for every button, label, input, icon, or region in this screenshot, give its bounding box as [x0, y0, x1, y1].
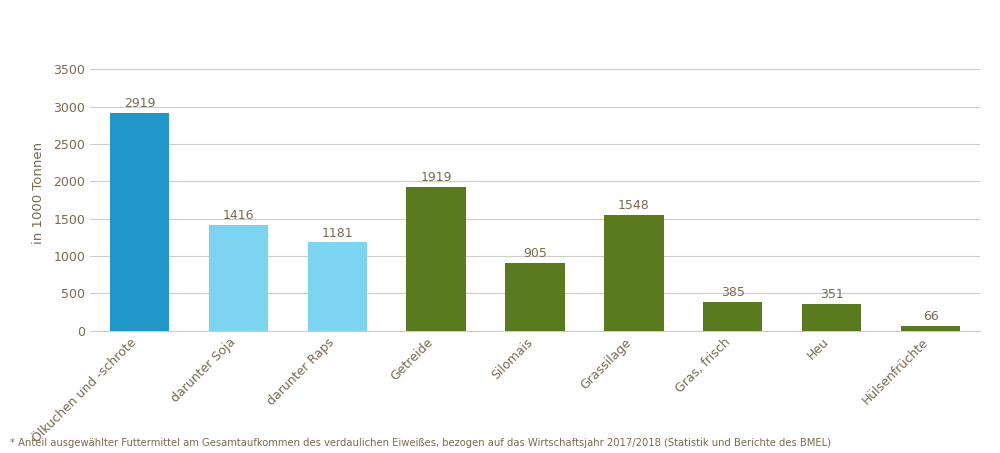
Bar: [604, 215, 664, 331]
Text: 351: 351: [820, 289, 844, 302]
Text: 2919: 2919: [124, 96, 155, 110]
Text: 66: 66: [923, 310, 938, 323]
Text: 1548: 1548: [618, 199, 650, 212]
Bar: [110, 113, 169, 331]
Bar: [406, 188, 466, 331]
Text: 385: 385: [721, 286, 745, 299]
Y-axis label: in 1000 Tonnen: in 1000 Tonnen: [32, 141, 45, 244]
Text: 905: 905: [523, 247, 547, 260]
Text: 1181: 1181: [321, 226, 353, 240]
Text: * Anteil ausgewählter Futtermittel am Gesamtaufkommen des verdaulichen Eiweißes,: * Anteil ausgewählter Futtermittel am Ge…: [10, 439, 831, 448]
Bar: [308, 242, 367, 331]
Bar: [703, 302, 762, 331]
Text: 1919: 1919: [420, 171, 452, 184]
Text: 1416: 1416: [223, 209, 254, 222]
Text: Abb. 1: Bezogen auf das verdauliche Eiweiß haben Ölkuchen und -schrote die größt: Abb. 1: Bezogen auf das verdauliche Eiwe…: [12, 14, 914, 35]
Bar: [505, 263, 565, 331]
Bar: [901, 326, 960, 331]
Bar: [209, 225, 268, 331]
Bar: [802, 304, 861, 331]
